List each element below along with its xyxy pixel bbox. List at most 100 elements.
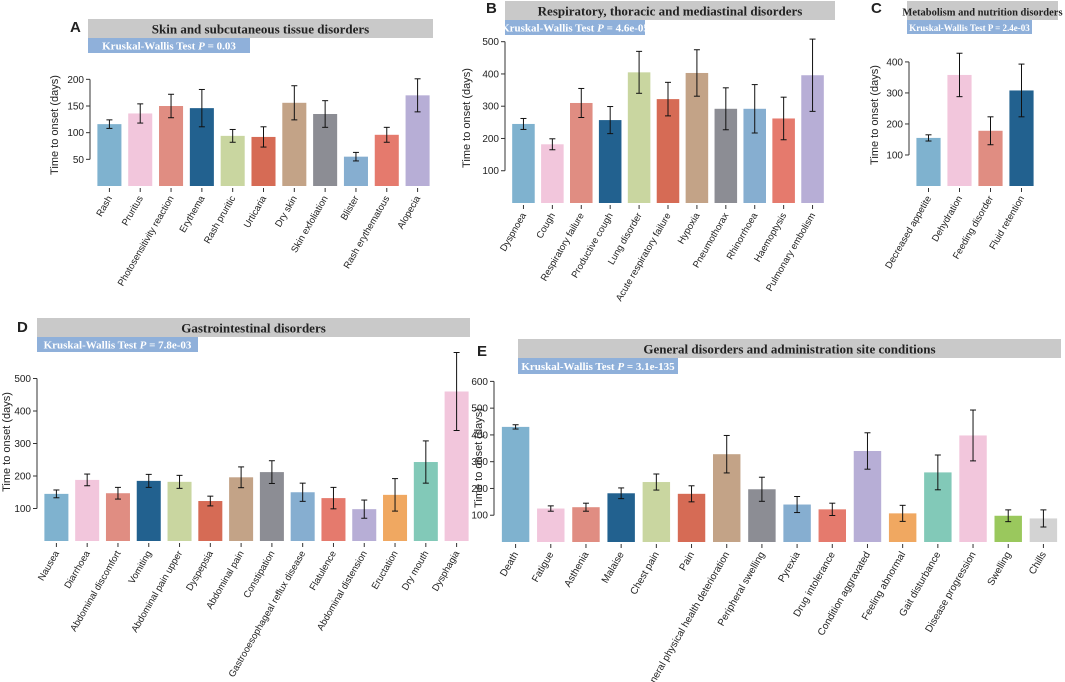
bar xyxy=(198,501,223,541)
bar xyxy=(627,72,651,203)
error-bar xyxy=(207,495,214,507)
bar xyxy=(801,75,824,203)
y-tick-label: 100 xyxy=(482,166,499,177)
panel-a: A Skin and subcutaneous tissue disorders K… xyxy=(49,19,433,288)
test-box xyxy=(88,38,250,53)
y-tick-label: 300 xyxy=(471,457,488,468)
error-bar xyxy=(547,505,554,512)
test-box xyxy=(907,20,1032,34)
y-tick-label: 200 xyxy=(886,119,903,130)
error-bar xyxy=(198,88,205,128)
error-bar xyxy=(809,38,816,112)
y-tick-label: 100 xyxy=(471,511,488,522)
y-tick-label: 300 xyxy=(482,102,499,113)
y-tick-label: 200 xyxy=(482,134,499,145)
error-bar xyxy=(106,119,113,129)
x-tick-label: Acute respiratory failure xyxy=(614,211,674,303)
panel-title: Respiratory, thoracic and mediastinal di… xyxy=(538,4,803,19)
error-bar xyxy=(636,50,643,94)
error-bar xyxy=(422,440,429,484)
error-bar xyxy=(1005,509,1012,523)
panel-d: D Gastrointestinal disorders Kruskal-Walli… xyxy=(1,318,470,679)
y-tick-label: 400 xyxy=(886,57,903,68)
x-tick-label: Cough xyxy=(534,211,558,241)
x-tick-label: Death xyxy=(498,550,521,579)
test-label: Kruskal-Wallis Test P = 3.1e-135 xyxy=(521,361,675,373)
x-tick-label: Decreased appetite xyxy=(883,194,934,271)
bar xyxy=(642,482,671,542)
x-tick-label: Rash pruritic xyxy=(202,194,238,246)
panel-e: E General disorders and administration si… xyxy=(471,339,1061,682)
bar xyxy=(685,72,709,204)
error-bar xyxy=(114,486,121,500)
y-tick-label: 50 xyxy=(73,155,85,166)
bar xyxy=(75,479,100,541)
test-label: Kruskal-Wallis Test P = 2.4e-03 xyxy=(909,23,1030,33)
x-tick-label: Fatigue xyxy=(530,550,556,585)
error-bar xyxy=(751,84,758,134)
y-axis-label: Time to onset (days) xyxy=(473,408,485,508)
panel-letter: D xyxy=(17,319,28,336)
x-tick-label: Nausea xyxy=(36,548,62,582)
bar xyxy=(167,481,192,541)
error-bar xyxy=(520,117,527,130)
y-tick-label: 300 xyxy=(886,88,903,99)
error-bar xyxy=(361,499,368,519)
x-tick-label: Alopecia xyxy=(395,193,423,231)
x-tick-label: Chest pain xyxy=(629,550,662,597)
y-tick-label: 100 xyxy=(67,128,84,139)
x-tick-label: Dyspepsia xyxy=(184,548,216,593)
error-bar xyxy=(299,482,306,502)
y-tick-label: 150 xyxy=(67,102,84,113)
y-axis-label: Time to onset (days) xyxy=(869,65,881,165)
x-tick-label: Pyrexia xyxy=(776,550,802,585)
test-label: Kruskal-Wallis Test P = 7.8e-03 xyxy=(44,340,192,352)
bar xyxy=(136,480,161,541)
error-bar xyxy=(53,489,60,499)
panel-letter: B xyxy=(486,0,497,17)
error-bar xyxy=(84,473,91,487)
bar xyxy=(343,156,368,186)
test-box xyxy=(505,20,645,35)
error-bar xyxy=(723,434,730,474)
error-bar xyxy=(829,502,836,516)
y-tick-label: 200 xyxy=(67,75,84,86)
error-bar xyxy=(512,424,519,430)
y-tick-label: 400 xyxy=(471,430,488,441)
error-bar xyxy=(238,466,245,489)
bar xyxy=(607,493,635,542)
title-bar xyxy=(907,1,1058,20)
bar xyxy=(598,120,622,203)
x-tick-label: Dry mouth xyxy=(400,549,431,592)
panel-letter: E xyxy=(477,343,487,360)
bar xyxy=(44,493,69,541)
error-bar xyxy=(607,106,614,135)
y-tick-label: 500 xyxy=(482,37,499,48)
x-tick-label: Rash xyxy=(94,194,115,219)
error-bar xyxy=(693,49,700,97)
error-bar xyxy=(956,52,963,98)
y-tick-label: 100 xyxy=(14,504,31,515)
bar xyxy=(128,113,153,186)
y-axis-label: Time to onset (days) xyxy=(461,68,473,168)
panel-title: Skin and subcutaneous tissue disorders xyxy=(152,22,369,37)
x-tick-label: Swelling xyxy=(986,550,1014,588)
error-bar xyxy=(618,487,625,500)
error-bar xyxy=(392,478,399,512)
bar xyxy=(512,123,535,203)
error-bar xyxy=(414,78,421,113)
error-bar xyxy=(322,100,329,128)
x-tick-label: Hypoxia xyxy=(676,210,703,246)
x-tick-label: Pruritus xyxy=(120,194,146,228)
error-bar xyxy=(137,103,144,124)
error-bar xyxy=(383,126,390,143)
y-tick-label: 500 xyxy=(471,404,488,415)
y-tick-label: 600 xyxy=(471,377,488,388)
title-bar xyxy=(505,1,835,20)
error-bar xyxy=(864,432,871,470)
x-tick-label: Eructation xyxy=(370,549,401,592)
x-tick-label: Constipation xyxy=(242,549,278,600)
panel-c: C Metabolism and nutrition disorders Krusk… xyxy=(869,0,1063,271)
error-bar xyxy=(582,502,589,512)
bar xyxy=(105,493,130,541)
